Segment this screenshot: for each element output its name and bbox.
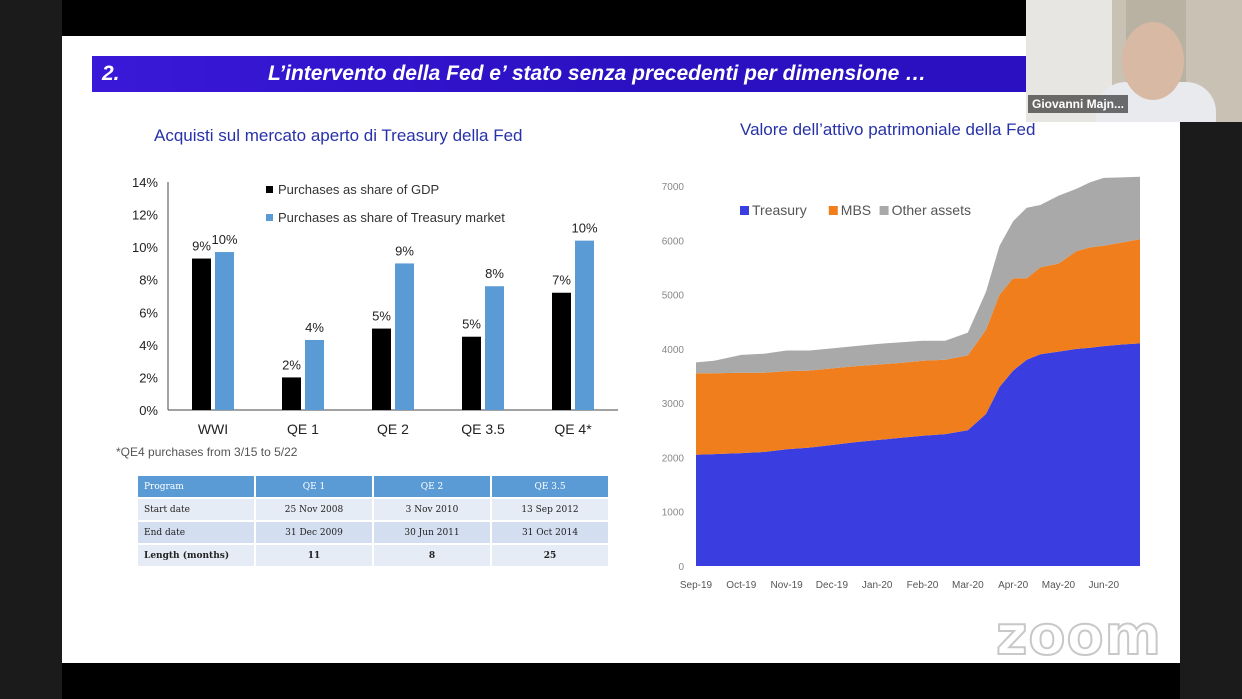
bar	[462, 336, 481, 410]
legend-label: Other assets	[892, 202, 971, 218]
bar-data-label: 5%	[462, 317, 481, 332]
y-tick-label: 8%	[139, 273, 158, 288]
x-tick-label: Mar-20	[952, 580, 984, 591]
participant-head	[1122, 22, 1184, 100]
table-cell: 3 Nov 2010	[374, 499, 490, 520]
bar	[552, 292, 571, 410]
table-row: Length (months) 11 8 25	[138, 545, 608, 566]
table-cell: 25 Nov 2008	[256, 499, 372, 520]
table-row: Start date 25 Nov 2008 3 Nov 2010 13 Sep…	[138, 499, 608, 520]
legend-label: Treasury	[752, 202, 807, 218]
x-tick-label: Feb-20	[907, 580, 939, 591]
bar	[485, 286, 504, 410]
shared-slide: 2. L’intervento della Fed e’ stato senza…	[62, 36, 1180, 663]
bar-data-label: 9%	[192, 239, 211, 254]
bar-data-label: 2%	[282, 357, 301, 372]
table-cell: Length (months)	[138, 545, 254, 566]
table-cell: 25	[492, 545, 608, 566]
bar-data-label: 7%	[552, 273, 571, 288]
bar-data-label: 10%	[211, 232, 237, 247]
x-tick-label: Jan-20	[862, 580, 893, 591]
area-series-treasury	[696, 343, 1140, 566]
legend-label: MBS	[841, 202, 871, 218]
bar-data-label: 4%	[305, 320, 324, 335]
table-cell: End date	[138, 522, 254, 543]
bar-data-label: 8%	[485, 266, 504, 281]
bar	[305, 339, 324, 410]
y-tick-label: 4000	[662, 345, 685, 356]
qe-program-table: Program QE 1 QE 2 QE 3.5 Start date 25 N…	[136, 474, 610, 568]
legend-label: Purchases as share of GDP	[278, 182, 439, 197]
y-tick-label: 6%	[139, 305, 158, 320]
participant-video-tile[interactable]: Giovanni Majn...	[1026, 0, 1242, 122]
table-header: QE 3.5	[492, 476, 608, 497]
table-header: Program	[138, 476, 254, 497]
chart-footnote: *QE4 purchases from 3/15 to 5/22	[116, 445, 298, 459]
table-header: QE 2	[374, 476, 490, 497]
table-cell: 13 Sep 2012	[492, 499, 608, 520]
bar	[395, 263, 414, 410]
y-tick-label: 2%	[139, 370, 158, 385]
bar-data-label: 5%	[372, 309, 391, 324]
table-row: End date 31 Dec 2009 30 Jun 2011 31 Oct …	[138, 522, 608, 543]
y-tick-label: 4%	[139, 338, 158, 353]
bar-data-label: 9%	[395, 243, 414, 258]
y-tick-label: 6000	[662, 236, 685, 247]
bar-data-label: 10%	[571, 221, 597, 236]
area-series-other-assets	[696, 176, 1140, 374]
table-header-row: Program QE 1 QE 2 QE 3.5	[138, 476, 608, 497]
y-tick-label: 0	[678, 562, 684, 573]
table-cell: Start date	[138, 499, 254, 520]
y-tick-label: 3000	[662, 399, 685, 410]
y-tick-label: 2000	[662, 453, 685, 464]
area-series-mbs	[696, 239, 1140, 455]
legend-swatch	[740, 206, 749, 215]
y-tick-label: 1000	[662, 508, 685, 519]
x-tick-label: Jun-20	[1088, 580, 1119, 591]
legend-label: Purchases as share of Treasury market	[278, 210, 505, 225]
bar	[575, 240, 594, 410]
x-category-label: QE 1	[287, 421, 319, 437]
x-tick-label: Nov-19	[770, 580, 803, 591]
bar	[192, 258, 211, 410]
table-cell: 30 Jun 2011	[374, 522, 490, 543]
x-tick-label: Apr-20	[998, 580, 1028, 591]
x-category-label: QE 3.5	[461, 421, 505, 437]
zoom-watermark: zoom	[995, 603, 1162, 668]
slide-number: 2.	[102, 62, 120, 85]
x-category-label: QE 4*	[554, 421, 592, 437]
x-tick-label: Dec-19	[816, 580, 849, 591]
x-tick-label: Oct-19	[726, 580, 756, 591]
bar	[215, 252, 234, 410]
table-cell: 8	[374, 545, 490, 566]
legend-swatch	[828, 206, 838, 215]
y-tick-label: 0%	[139, 403, 158, 418]
y-tick-label: 10%	[132, 240, 158, 255]
x-category-label: QE 2	[377, 421, 409, 437]
area-chart: 0 1000 2000 3000 4000 5000 6000 7000 Sep-19 Oct-1…	[662, 176, 1140, 591]
y-tick-label: 14%	[132, 175, 158, 190]
y-tick-label: 7000	[662, 182, 685, 193]
y-tick-label: 12%	[132, 208, 158, 223]
table-header: QE 1	[256, 476, 372, 497]
x-tick-label: May-20	[1042, 580, 1076, 591]
legend-swatch	[879, 206, 889, 215]
slide-title: L’intervento della Fed e’ stato senza pr…	[268, 62, 927, 85]
left-black-margin	[0, 0, 62, 699]
left-chart-title: Acquisti sul mercato aperto di Treasury …	[154, 126, 523, 145]
table-cell: 31 Oct 2014	[492, 522, 608, 543]
bar	[282, 377, 301, 410]
x-tick-label: Sep-19	[680, 580, 713, 591]
table-cell: 11	[256, 545, 372, 566]
right-chart-title: Valore dell’attivo patrimoniale della Fe…	[740, 120, 1036, 139]
slide-title-bar: 2. L’intervento della Fed e’ stato senza…	[92, 56, 1056, 92]
legend-swatch	[266, 186, 273, 193]
x-category-label: WWI	[198, 421, 228, 437]
table-cell: 31 Dec 2009	[256, 522, 372, 543]
y-tick-label: 5000	[662, 291, 685, 302]
participant-name-label: Giovanni Majn...	[1028, 95, 1129, 113]
bar	[372, 328, 391, 410]
legend-swatch	[266, 214, 273, 221]
